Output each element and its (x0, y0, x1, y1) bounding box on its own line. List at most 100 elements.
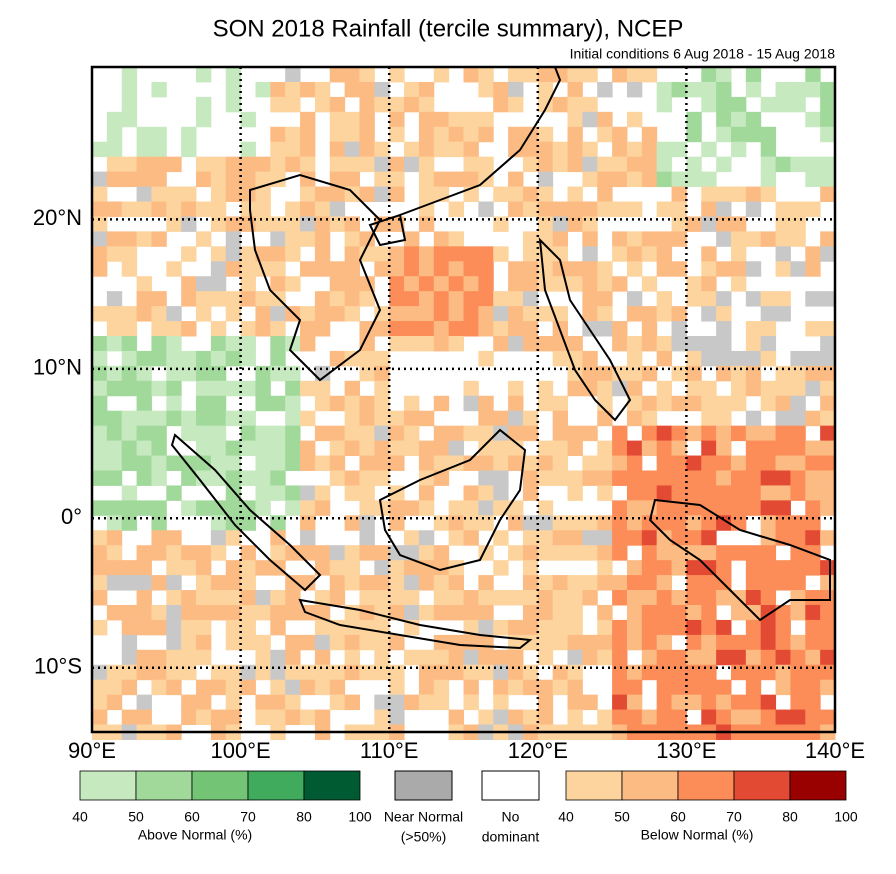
map-cell (136, 231, 152, 247)
map-cell (641, 590, 658, 606)
map-cell (374, 649, 390, 666)
map-cell (106, 470, 123, 486)
map-cell (686, 500, 702, 516)
map-cell (582, 261, 598, 277)
map-cell (552, 530, 569, 546)
map-cell (121, 649, 138, 666)
map-cell (597, 261, 613, 277)
map-cell (121, 350, 138, 367)
map-cell (493, 560, 509, 576)
map-cell (196, 470, 212, 486)
map-cell (285, 694, 301, 711)
map-cell (582, 111, 598, 128)
map-cell (374, 186, 390, 202)
map-cell (359, 590, 375, 606)
map-cell (151, 321, 167, 337)
map-cell (151, 410, 167, 427)
map-cell (463, 306, 479, 322)
map-cell (285, 231, 301, 247)
map-cell (493, 455, 509, 471)
map-cell (820, 500, 836, 516)
map-cell (359, 455, 375, 471)
map-cell (389, 664, 405, 681)
map-cell (166, 590, 182, 606)
map-cell (300, 455, 316, 471)
map-cell (745, 694, 762, 711)
legend-tick: 80 (782, 809, 798, 825)
map-cell (448, 171, 464, 188)
map-cell (106, 455, 123, 471)
map-cell (136, 470, 152, 486)
map-cell (344, 261, 360, 277)
map-cell (270, 216, 286, 232)
map-cell (775, 649, 791, 666)
map-cell (463, 67, 479, 83)
map-cell (760, 156, 777, 173)
map-cell (225, 246, 242, 262)
map-cell (285, 545, 301, 561)
map-cell (730, 545, 747, 561)
map-cell (151, 186, 167, 202)
map-cell (240, 410, 256, 427)
map-cell (612, 575, 628, 591)
map-cell (745, 126, 762, 143)
map-cell (121, 321, 138, 337)
map-cell (151, 440, 167, 457)
map-cell (359, 186, 375, 202)
map-cell (300, 156, 316, 173)
map-cell (374, 410, 390, 427)
map-cell (270, 530, 286, 546)
map-cell (166, 380, 182, 397)
map-cell (389, 261, 405, 277)
map-cell (597, 634, 613, 651)
map-cell (508, 545, 524, 561)
map-cell (121, 306, 138, 322)
map-cell (760, 709, 777, 726)
map-cell (404, 156, 420, 173)
map-cell (790, 530, 806, 546)
map-cell (790, 81, 806, 98)
map-cell (210, 455, 227, 471)
map-cell (121, 335, 138, 352)
map-cell (196, 500, 212, 516)
map-cell (730, 380, 747, 397)
map-cell (344, 634, 360, 651)
map-cell (196, 649, 212, 666)
map-cell (240, 246, 256, 262)
map-cell (463, 261, 479, 277)
legend-tick: 50 (128, 809, 144, 825)
map-cell (641, 156, 658, 173)
map-cell (760, 425, 777, 442)
map-cell (567, 634, 583, 651)
map-cell (478, 634, 494, 651)
map-cell (136, 604, 152, 621)
map-cell (359, 96, 375, 113)
map-cell (433, 141, 450, 158)
map-cell (686, 590, 702, 606)
map-cell (389, 500, 405, 516)
map-cell (716, 365, 732, 382)
map-cell (612, 246, 628, 262)
map-cell (448, 261, 464, 277)
map-cell (92, 560, 108, 576)
map-cell (522, 67, 539, 83)
map-cell (656, 560, 673, 576)
map-cell (716, 156, 732, 173)
map-cell (597, 380, 613, 397)
map-cell (820, 560, 836, 576)
map-cell (240, 679, 256, 696)
map-cell (329, 590, 346, 606)
map-cell (478, 246, 494, 262)
map-cell (329, 96, 346, 113)
map-cell (225, 679, 242, 696)
legend-label: Above Normal (%) (138, 827, 252, 843)
map-cell (255, 470, 271, 486)
map-cell (582, 306, 598, 322)
legend-tick: 80 (296, 809, 312, 825)
map-cell (225, 709, 242, 726)
map-cell (820, 590, 836, 606)
map-cell (522, 306, 539, 322)
legend-tick: 70 (726, 809, 742, 825)
map-cell (433, 395, 450, 412)
map-cell (612, 231, 628, 247)
